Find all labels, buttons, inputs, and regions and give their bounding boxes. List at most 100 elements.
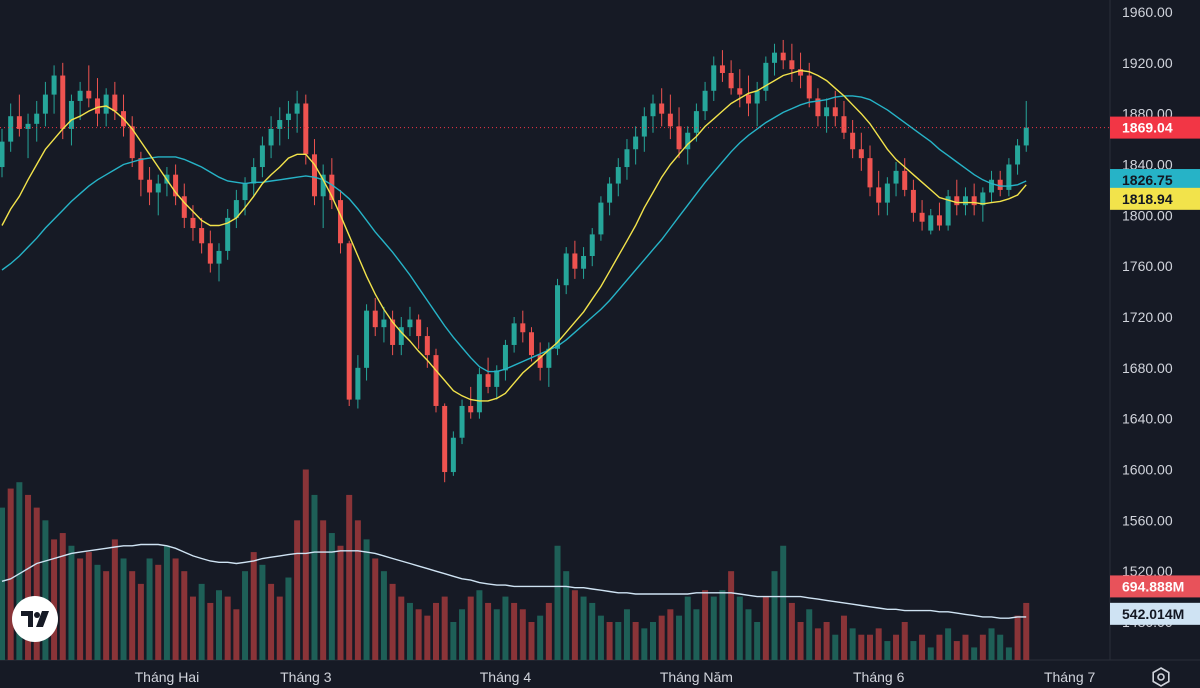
- volume-bar: [1005, 647, 1012, 660]
- volume-bar: [693, 609, 700, 660]
- candle: [199, 217, 205, 254]
- volume-bar: [684, 596, 691, 660]
- candle: [294, 90, 300, 133]
- volume-bar: [893, 634, 900, 660]
- candle: [615, 158, 621, 197]
- volume-bar: [832, 634, 839, 660]
- volume-bar: [216, 590, 222, 660]
- volume-bar: [189, 596, 196, 660]
- volume-bar: [0, 507, 5, 660]
- volume-bar: [77, 558, 84, 660]
- settings-gear-icon[interactable]: [1150, 666, 1172, 688]
- volume-bar: [875, 628, 882, 660]
- volume-bar: [111, 539, 118, 660]
- volume-bar: [927, 647, 934, 660]
- volume-bar: [615, 622, 622, 660]
- price-tags: 1869.04 1826.75 1818.94 694.888M 542.014M: [1110, 116, 1200, 625]
- price-tick-label: 1680.00: [1122, 360, 1173, 376]
- volume-bar: [788, 602, 795, 660]
- volume-bar: [398, 596, 405, 660]
- volume-bar: [493, 609, 500, 660]
- volume-bar: [346, 494, 353, 660]
- candle: [607, 177, 613, 216]
- candle: [442, 403, 448, 483]
- candle: [329, 158, 335, 209]
- price-tick-label: 1920.00: [1122, 55, 1173, 71]
- volume-bar: [294, 520, 301, 660]
- volume-bar: [25, 494, 32, 660]
- candle: [8, 103, 14, 152]
- price-tick-label: 1800.00: [1122, 207, 1173, 223]
- ma-slow-tag: 1826.75: [1110, 169, 1200, 192]
- volume-bar: [580, 596, 587, 660]
- volume-bar: [250, 552, 257, 660]
- volume-bar: [945, 628, 952, 660]
- candle: [528, 327, 534, 362]
- volume-bar: [910, 641, 917, 660]
- candle: [815, 88, 821, 127]
- candle: [303, 94, 309, 165]
- candle: [659, 88, 665, 127]
- volume-bar: [42, 520, 49, 660]
- candle: [450, 431, 456, 476]
- volume-bar: [259, 564, 266, 660]
- candle: [763, 56, 769, 101]
- volume-bar: [658, 615, 665, 660]
- candle: [971, 183, 977, 216]
- candle: [1023, 100, 1029, 152]
- candle: [259, 136, 265, 178]
- volume-bar: [68, 545, 75, 660]
- candle: [311, 139, 317, 206]
- time-tick-label: Tháng Năm: [660, 669, 733, 685]
- candle: [563, 247, 569, 295]
- volume-bar: [867, 634, 873, 660]
- candle: [824, 98, 830, 133]
- candle: [650, 94, 656, 133]
- candle: [381, 306, 387, 343]
- candle: [919, 200, 925, 231]
- volume-bar: [415, 609, 422, 660]
- tradingview-logo[interactable]: [12, 596, 58, 642]
- volume-bar: [424, 615, 431, 660]
- time-tick-label: Tháng 7: [1044, 669, 1096, 685]
- volume-bar: [971, 647, 978, 660]
- candle: [86, 65, 92, 108]
- volume-bar: [467, 596, 474, 660]
- price-tick-label: 1760.00: [1122, 258, 1173, 274]
- candles: [0, 39, 1029, 483]
- volume-bar: [129, 571, 136, 660]
- volume-bar: [268, 583, 275, 660]
- candle: [962, 187, 968, 216]
- svg-text:1826.75: 1826.75: [1122, 172, 1173, 188]
- candle: [346, 240, 352, 406]
- volume-bar: [997, 634, 1004, 660]
- volume-bar: [380, 571, 387, 660]
- candle: [893, 161, 899, 197]
- candle: [850, 120, 856, 159]
- time-axis: Tháng Hai Tháng 3 Tháng 4 Tháng Năm Tháng 6 T…: [135, 669, 1096, 685]
- volume-bar: [302, 469, 309, 660]
- volume-bar: [528, 622, 535, 660]
- candle: [537, 342, 543, 381]
- volume-bar: [311, 494, 318, 660]
- volume-bar: [441, 596, 448, 660]
- volume-bar: [814, 628, 821, 660]
- candle: [338, 189, 344, 254]
- volume-bar: [7, 488, 14, 660]
- volume-bar: [276, 596, 283, 660]
- price-tick-label: 1840.00: [1122, 157, 1173, 173]
- volume-bar: [545, 602, 552, 660]
- svg-text:542.014M: 542.014M: [1122, 606, 1184, 622]
- volume-bar: [224, 596, 231, 660]
- candle: [711, 56, 717, 101]
- candle: [42, 81, 48, 127]
- candle: [25, 113, 31, 159]
- volume-bar: [354, 520, 361, 660]
- candle: [598, 196, 604, 241]
- candle: [841, 100, 847, 140]
- volume-bar: [554, 545, 561, 660]
- candle: [34, 100, 40, 142]
- volume-bar: [181, 571, 188, 660]
- volume-bar: [762, 596, 769, 660]
